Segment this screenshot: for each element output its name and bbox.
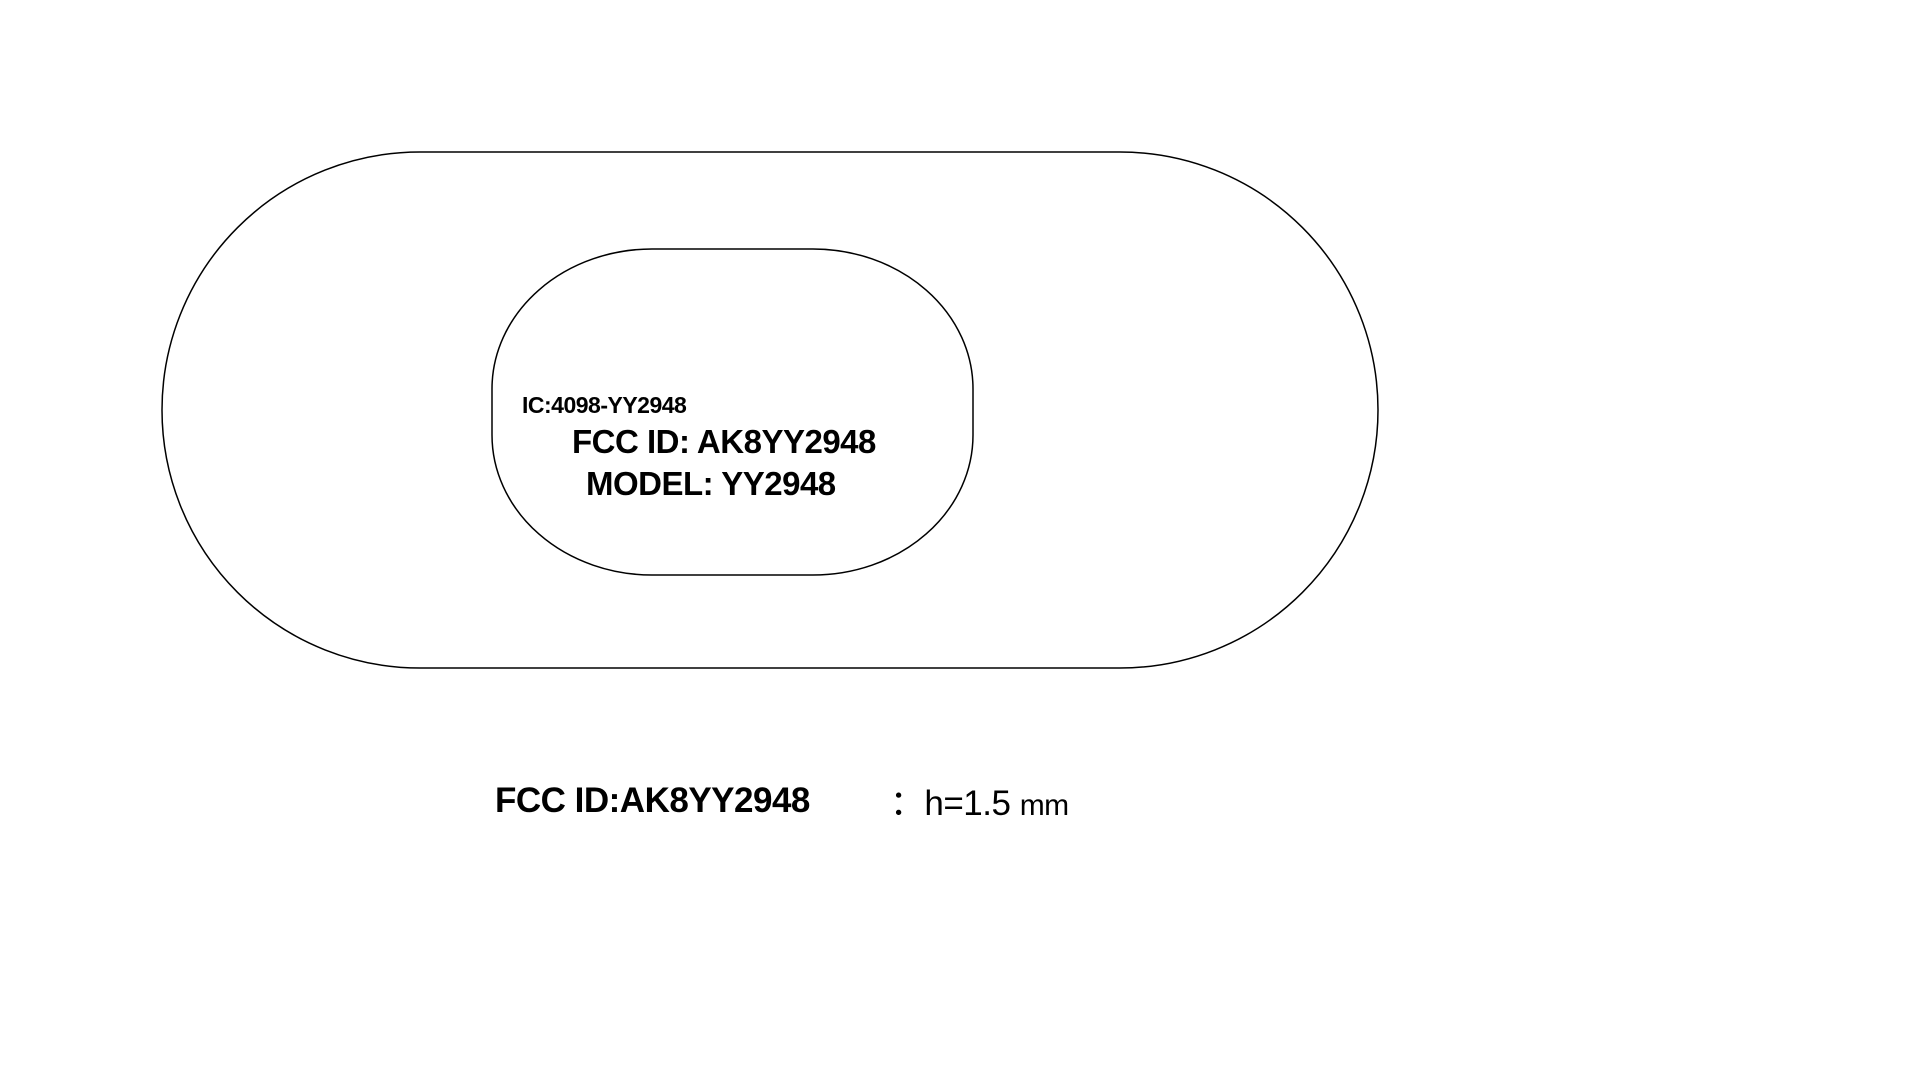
label-text-group: IC:4098-YY2948 FCC ID: AK8YY2948 MODEL: … [522, 392, 876, 503]
caption-row: FCC ID:AK8YY2948 ：h=1.5 mm [495, 775, 1069, 826]
model-number-label: MODEL: YY2948 [586, 465, 876, 503]
caption-height-spec: ：h=1.5 mm [890, 775, 1069, 826]
caption-height-unit: mm [1020, 789, 1069, 822]
fcc-id-label: FCC ID: AK8YY2948 [572, 423, 876, 461]
caption-height-value: ：h=1.5 [890, 784, 1020, 823]
ic-number-label: IC:4098-YY2948 [522, 392, 876, 419]
caption-fcc-id: FCC ID:AK8YY2948 [495, 781, 810, 821]
